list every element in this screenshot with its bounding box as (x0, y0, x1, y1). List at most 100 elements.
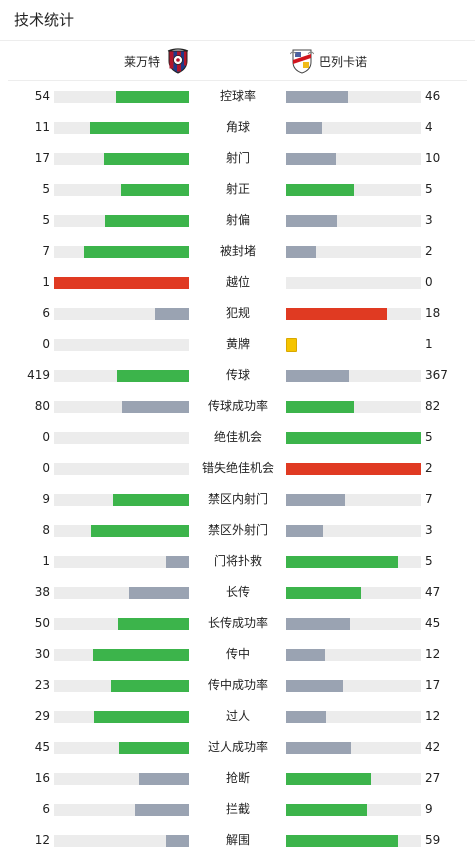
home-bar-track (54, 835, 189, 847)
home-value: 45 (34, 740, 50, 754)
stat-row: 17 射门 10 (0, 143, 475, 174)
away-value: 12 (425, 647, 441, 661)
away-team[interactable]: 巴列卡诺 (290, 46, 367, 76)
home-value: 12 (34, 833, 50, 847)
home-bar-fill (105, 215, 189, 227)
stat-row: 16 抢断 27 (0, 763, 475, 794)
home-bar-track (54, 587, 189, 599)
stat-row: 45 过人成功率 42 (0, 732, 475, 763)
away-value: 47 (425, 585, 441, 599)
stat-row: 5 射正 5 (0, 174, 475, 205)
away-bar-fill (286, 804, 367, 816)
home-value: 29 (34, 709, 50, 723)
away-bar-fill (286, 308, 387, 320)
away-bar-fill (286, 370, 349, 382)
home-value: 16 (34, 771, 50, 785)
home-bar-track (54, 153, 189, 165)
away-bar-track (286, 308, 421, 320)
away-bar-fill (286, 153, 336, 165)
away-bar-track (286, 370, 421, 382)
home-value: 50 (34, 616, 50, 630)
away-bar-fill (286, 711, 326, 723)
away-value: 7 (425, 492, 433, 506)
home-bar-track (54, 91, 189, 103)
away-value: 82 (425, 399, 441, 413)
stat-label: 过人成功率 (207, 740, 268, 754)
away-value: 367 (425, 368, 448, 382)
stat-label: 禁区内射门 (207, 492, 268, 506)
away-value: 46 (425, 89, 441, 103)
home-value: 17 (34, 151, 50, 165)
stat-row: 29 过人 12 (0, 701, 475, 732)
home-bar-fill (118, 618, 189, 630)
home-bar-fill (54, 277, 189, 289)
home-bar-track (54, 804, 189, 816)
stat-row: 1 门将扑救 5 (0, 546, 475, 577)
home-bar-fill (84, 246, 189, 258)
stats-list: 54 控球率 46 11 角球 4 17 射门 10 5 射正 5 5 射偏 3 7 被封堵 2 1 越位 0 6 犯规 18… (0, 81, 475, 856)
stat-label: 解围 (225, 833, 250, 847)
home-value: 0 (42, 337, 50, 351)
away-bar-track (286, 215, 421, 227)
home-value: 6 (42, 802, 50, 816)
away-value: 5 (425, 182, 433, 196)
home-bar-track (54, 339, 189, 351)
stat-label: 绝佳机会 (213, 430, 262, 444)
stat-label: 抢断 (225, 771, 250, 785)
stat-label: 射偏 (225, 213, 250, 227)
away-bar-track (286, 773, 421, 785)
home-bar-fill (119, 742, 189, 754)
home-value: 5 (42, 182, 50, 196)
teams-divider (8, 80, 467, 81)
stat-row: 23 传中成功率 17 (0, 670, 475, 701)
stat-label: 传中 (225, 647, 250, 661)
away-value: 17 (425, 678, 441, 692)
away-value: 3 (425, 523, 433, 537)
away-bar-track (286, 91, 421, 103)
home-bar-fill (117, 370, 189, 382)
stat-row: 50 长传成功率 45 (0, 608, 475, 639)
stat-row: 419 传球 367 (0, 360, 475, 391)
home-team[interactable]: 莱万特 (124, 46, 190, 76)
away-bar-fill (286, 401, 354, 413)
away-bar-fill (286, 773, 371, 785)
stat-row: 30 传中 12 (0, 639, 475, 670)
home-bar-track (54, 494, 189, 506)
home-bar-track (54, 122, 189, 134)
away-value: 59 (425, 833, 441, 847)
teams-header: 莱万特 巴列卡诺 (0, 46, 475, 76)
away-bar-track (286, 525, 421, 537)
away-value: 27 (425, 771, 441, 785)
away-bar-track (286, 556, 421, 568)
away-value: 3 (425, 213, 433, 227)
away-value: 5 (425, 430, 433, 444)
home-value: 23 (34, 678, 50, 692)
away-bar-fill (286, 680, 343, 692)
stat-row: 7 被封堵 2 (0, 236, 475, 267)
home-value: 1 (42, 554, 50, 568)
home-bar-track (54, 680, 189, 692)
away-bar-track (286, 153, 421, 165)
stat-label: 越位 (225, 275, 250, 289)
stat-label: 长传 (225, 585, 250, 599)
home-value: 5 (42, 213, 50, 227)
stat-label: 门将扑救 (213, 554, 262, 568)
home-bar-fill (155, 308, 189, 320)
home-value: 9 (42, 492, 50, 506)
home-bar-track (54, 308, 189, 320)
stat-label: 禁区外射门 (207, 523, 268, 537)
levante-crest-icon (167, 48, 189, 74)
stat-label: 射门 (225, 151, 250, 165)
stat-label: 错失绝佳机会 (201, 461, 274, 475)
home-bar-fill (113, 494, 189, 506)
home-bar-track (54, 432, 189, 444)
away-value: 18 (425, 306, 441, 320)
stat-row: 0 错失绝佳机会 2 (0, 453, 475, 484)
home-bar-track (54, 370, 189, 382)
stat-row: 80 传球成功率 82 (0, 391, 475, 422)
away-bar-fill (286, 215, 337, 227)
stat-row: 8 禁区外射门 3 (0, 515, 475, 546)
rayo-vallecano-crest-icon (290, 49, 314, 74)
home-value: 1 (42, 275, 50, 289)
home-bar-fill (93, 649, 189, 661)
